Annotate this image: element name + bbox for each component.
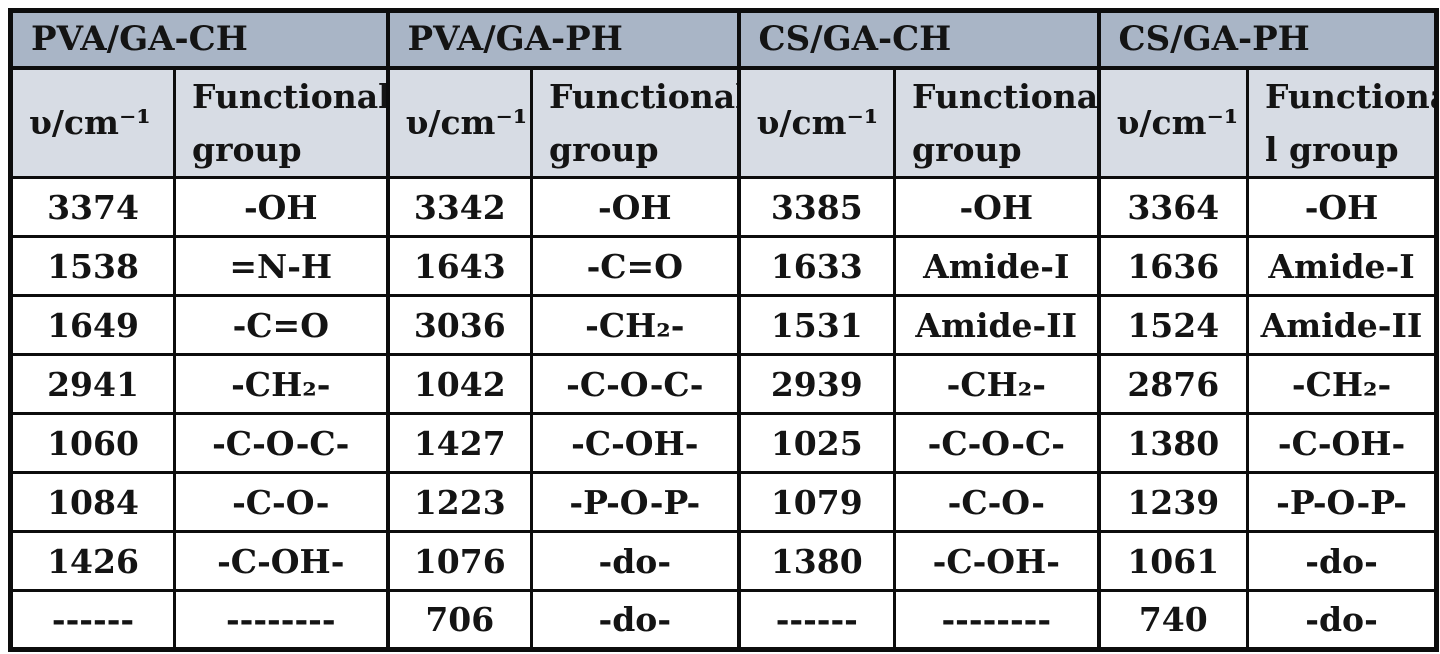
functional-group-cell: -OH bbox=[1246, 176, 1439, 239]
wavenumber-cell: 1633 bbox=[736, 235, 897, 298]
wavenumber-cell: 1060 bbox=[9, 412, 176, 475]
wavenumber-cell: 1380 bbox=[736, 530, 897, 593]
functional-group-cell: Amide-I bbox=[893, 235, 1101, 298]
wavenumber-cell: ------ bbox=[736, 589, 897, 652]
wavenumber-header: υ/cm⁻¹ bbox=[1096, 65, 1250, 180]
functional-group-header-line1: Functional bbox=[549, 76, 739, 116]
functional-group-cell: -------- bbox=[893, 589, 1101, 652]
functional-group-cell: -do- bbox=[530, 589, 741, 652]
functional-group-cell: -C-OH- bbox=[1246, 412, 1439, 475]
wavenumber-cell: ------ bbox=[9, 589, 176, 652]
functional-group-cell: =N-H bbox=[173, 235, 390, 298]
functional-group-cell: Amide-II bbox=[893, 294, 1101, 357]
functional-group-cell: -do- bbox=[1246, 589, 1439, 652]
wavenumber-cell: 1061 bbox=[1096, 530, 1250, 593]
wavenumber-cell: 706 bbox=[385, 589, 534, 652]
functional-group-cell: -P-O-P- bbox=[530, 471, 741, 534]
wavenumber-cell: 1380 bbox=[1096, 412, 1250, 475]
table-row: 1649 -C=O 3036 -CH₂- 1531 Amide-II 1524 … bbox=[9, 294, 1439, 357]
table-row: 1538 =N-H 1643 -C=O 1633 Amide-I 1636 Am… bbox=[9, 235, 1439, 298]
wavenumber-cell: 2941 bbox=[9, 353, 176, 416]
wavenumber-cell: 1084 bbox=[9, 471, 176, 534]
table-row: 2941 -CH₂- 1042 -C-O-C- 2939 -CH₂- 2876 … bbox=[9, 353, 1439, 416]
functional-group-header-line2: group bbox=[192, 129, 302, 169]
functional-group-header-line1: Functiona bbox=[1265, 76, 1437, 116]
functional-group-cell: -C-O- bbox=[893, 471, 1101, 534]
wavenumber-cell: 3385 bbox=[736, 176, 897, 239]
functional-group-cell: -do- bbox=[1246, 530, 1439, 593]
wavenumber-cell: 1239 bbox=[1096, 471, 1250, 534]
table-row: 1084 -C-O- 1223 -P-O-P- 1079 -C-O- 1239 … bbox=[9, 471, 1439, 534]
functional-group-cell: -C-O- bbox=[173, 471, 390, 534]
wavenumber-cell: 1076 bbox=[385, 530, 534, 593]
functional-group-cell: -C-OH- bbox=[893, 530, 1101, 593]
wavenumber-cell: 3364 bbox=[1096, 176, 1250, 239]
functional-group-cell: -OH bbox=[893, 176, 1101, 239]
table-row: ------ -------- 706 -do- ------ --------… bbox=[9, 589, 1439, 652]
functional-group-cell: -P-O-P- bbox=[1246, 471, 1439, 534]
wavenumber-cell: 1649 bbox=[9, 294, 176, 357]
group-header-cs-ga-ph: CS/GA-PH bbox=[1096, 9, 1439, 70]
wavenumber-cell: 1427 bbox=[385, 412, 534, 475]
group-header-pva-ga-ph: PVA/GA-PH bbox=[385, 9, 741, 70]
wavenumber-cell: 1025 bbox=[736, 412, 897, 475]
functional-group-header: Functional group bbox=[893, 65, 1101, 180]
functional-group-cell: -C-O-C- bbox=[530, 353, 741, 416]
group-header-cs-ga-ch: CS/GA-CH bbox=[736, 9, 1101, 70]
functional-group-cell: -CH₂- bbox=[893, 353, 1101, 416]
wavenumber-cell: 3342 bbox=[385, 176, 534, 239]
wavenumber-cell: 1636 bbox=[1096, 235, 1250, 298]
wavenumber-header: υ/cm⁻¹ bbox=[736, 65, 897, 180]
functional-group-cell: -CH₂- bbox=[530, 294, 741, 357]
group-header-row: PVA/GA-CH PVA/GA-PH CS/GA-CH CS/GA-PH bbox=[8, 9, 1439, 70]
wavenumber-cell: 1643 bbox=[385, 235, 534, 298]
functional-group-cell: Amide-I bbox=[1246, 235, 1439, 298]
wavenumber-cell: 2876 bbox=[1096, 353, 1250, 416]
functional-group-header-line1: Functional bbox=[192, 76, 388, 116]
functional-group-header-line1: Functional bbox=[912, 76, 1099, 116]
functional-group-cell: -C=O bbox=[173, 294, 390, 357]
functional-group-header: Functional group bbox=[173, 65, 390, 180]
wavenumber-cell: 3374 bbox=[9, 176, 176, 239]
functional-group-cell: -C-OH- bbox=[530, 412, 741, 475]
functional-group-cell: -C-O-C- bbox=[893, 412, 1101, 475]
table-row: 1060 -C-O-C- 1427 -C-OH- 1025 -C-O-C- 13… bbox=[9, 412, 1439, 475]
table-row: 3374 -OH 3342 -OH 3385 -OH 3364 -OH bbox=[9, 176, 1439, 239]
functional-group-cell: -CH₂- bbox=[1246, 353, 1439, 416]
functional-group-header-line2: group bbox=[912, 129, 1022, 169]
functional-group-cell: -------- bbox=[173, 589, 390, 652]
wavenumber-cell: 1524 bbox=[1096, 294, 1250, 357]
wavenumber-cell: 2939 bbox=[736, 353, 897, 416]
functional-group-cell: -OH bbox=[530, 176, 741, 239]
functional-group-cell: -C-O-C- bbox=[173, 412, 390, 475]
wavenumber-header: υ/cm⁻¹ bbox=[385, 65, 534, 180]
functional-group-header-line2: l group bbox=[1265, 129, 1399, 169]
functional-group-cell: -C-OH- bbox=[173, 530, 390, 593]
wavenumber-cell: 1426 bbox=[9, 530, 176, 593]
functional-group-cell: -CH₂- bbox=[173, 353, 390, 416]
functional-group-cell: -OH bbox=[173, 176, 390, 239]
group-header-pva-ga-ch: PVA/GA-CH bbox=[8, 9, 390, 70]
wavenumber-cell: 1223 bbox=[385, 471, 534, 534]
wavenumber-cell: 3036 bbox=[385, 294, 534, 357]
wavenumber-header: υ/cm⁻¹ bbox=[9, 65, 176, 180]
wavenumber-cell: 1538 bbox=[9, 235, 176, 298]
wavenumber-cell: 1079 bbox=[736, 471, 897, 534]
wavenumber-cell: 740 bbox=[1096, 589, 1250, 652]
ftir-assignments-table: PVA/GA-CH PVA/GA-PH CS/GA-CH CS/GA-PH υ/… bbox=[8, 8, 1440, 653]
functional-group-header-line2: group bbox=[549, 129, 659, 169]
table-row: 1426 -C-OH- 1076 -do- 1380 -C-OH- 1061 -… bbox=[9, 530, 1439, 593]
functional-group-cell: Amide-II bbox=[1246, 294, 1439, 357]
column-header-row: υ/cm⁻¹ Functional group υ/cm⁻¹ Functiona… bbox=[9, 65, 1439, 180]
functional-group-cell: -do- bbox=[530, 530, 741, 593]
functional-group-header: Functiona l group bbox=[1246, 65, 1439, 180]
wavenumber-cell: 1531 bbox=[736, 294, 897, 357]
wavenumber-cell: 1042 bbox=[385, 353, 534, 416]
functional-group-header: Functional group bbox=[530, 65, 741, 180]
functional-group-cell: -C=O bbox=[530, 235, 741, 298]
